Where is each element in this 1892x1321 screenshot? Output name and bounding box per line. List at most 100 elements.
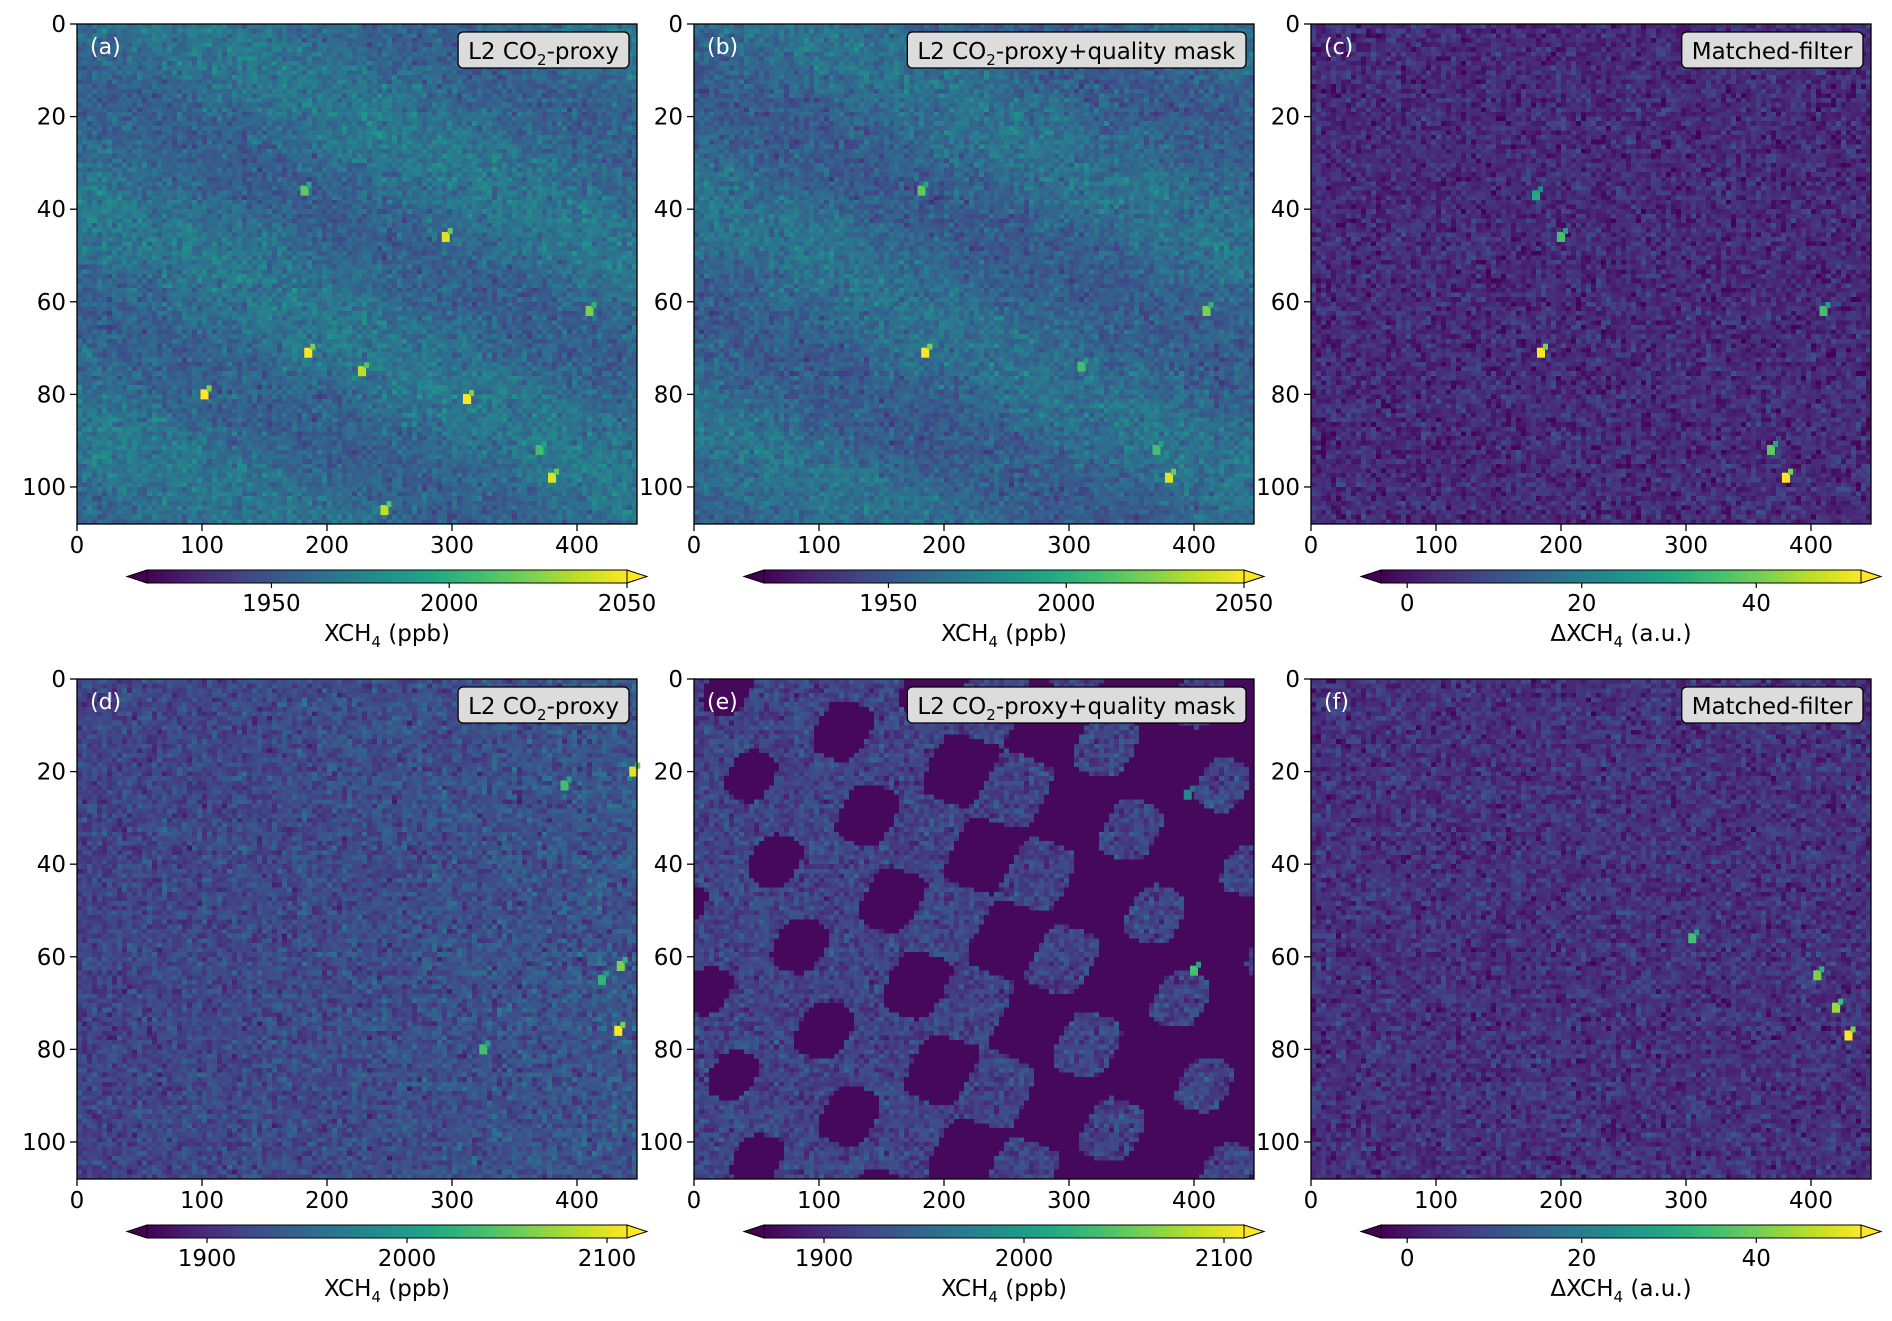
x-tick-label: 200 <box>922 1188 966 1214</box>
hotspot-mark <box>1190 965 1198 976</box>
method-label-box <box>906 31 1247 69</box>
colorbar-extend-low <box>1359 1224 1382 1239</box>
colorbar-extend-low <box>742 1224 765 1239</box>
colorbar-tick-label: 2050 <box>1215 591 1274 617</box>
y-tick-label: 80 <box>1271 1037 1300 1063</box>
colorbar-tick-label: 2000 <box>378 1246 437 1272</box>
method-label: L2 CO2-proxy+quality mask <box>917 694 1236 724</box>
panel-letter: (d) <box>90 690 121 715</box>
heatmap-image <box>1311 679 1871 1179</box>
hotspot-mark <box>566 776 572 783</box>
hotspot-mark <box>548 472 556 483</box>
method-label: L2 CO2-proxy <box>468 694 619 724</box>
colorbar <box>1380 1224 1862 1239</box>
hotspot-mark <box>358 366 366 377</box>
x-tick-label: 300 <box>1047 1188 1091 1214</box>
x-tick-label: 200 <box>1539 1188 1583 1214</box>
colorbar-tick-label: 1950 <box>859 591 918 617</box>
x-tick-label: 0 <box>687 533 702 559</box>
x-tick-label: 300 <box>430 533 474 559</box>
x-tick-label: 400 <box>555 1188 599 1214</box>
method-label: L2 CO2-proxy <box>468 39 619 69</box>
panel-letter: (a) <box>90 35 121 60</box>
method-label-box <box>1681 686 1864 724</box>
y-tick-label: 40 <box>37 197 66 223</box>
method-label-box <box>457 686 630 724</box>
y-tick-label: 60 <box>1271 290 1300 316</box>
y-tick-label: 80 <box>654 382 683 408</box>
colorbar-tick-label: 2000 <box>420 591 479 617</box>
y-tick-label: 80 <box>654 1037 683 1063</box>
hotspot-mark <box>1165 472 1173 483</box>
x-tick-label: 0 <box>1304 533 1319 559</box>
hotspot-mark <box>306 181 312 188</box>
y-tick-label: 60 <box>654 945 683 971</box>
hotspot-mark <box>200 389 209 400</box>
colorbar-tick-label: 1950 <box>242 591 301 617</box>
hotspot-mark <box>1788 468 1793 475</box>
heatmap-image <box>77 24 637 524</box>
colorbar-extend-high <box>1860 569 1883 584</box>
colorbar-tick-label: 2050 <box>598 591 657 617</box>
colorbar-extend-low <box>125 569 148 584</box>
x-tick-label: 300 <box>1664 533 1708 559</box>
axes-frame <box>693 23 1255 525</box>
axes-frame <box>76 23 638 525</box>
hotspot-mark <box>300 185 309 196</box>
hotspot-mark <box>1152 444 1161 455</box>
colorbar-extend-low <box>742 569 765 584</box>
panel-0: 0 100 200 300 400 0 20 40 60 80 100 (a) L2 CO2-proxy… <box>22 12 656 651</box>
hotspot-mark <box>1202 306 1211 317</box>
hotspot-mark <box>554 468 559 475</box>
hotspot-mark <box>541 440 547 447</box>
hotspot-mark <box>1825 302 1831 309</box>
x-tick-label: 100 <box>797 1188 841 1214</box>
y-tick-label: 100 <box>22 475 66 501</box>
y-tick-label: 20 <box>1271 105 1300 131</box>
x-tick-label: 200 <box>922 533 966 559</box>
hotspot-mark <box>560 780 569 791</box>
colorbar-extend-high <box>626 569 649 584</box>
x-tick-label: 300 <box>1664 1188 1708 1214</box>
hotspot-mark <box>1189 785 1195 792</box>
panel-3: 0 100 200 300 400 0 20 40 60 80 100 (d) L2 CO2-proxy… <box>22 667 649 1306</box>
colorbar-tick-label: 1900 <box>178 1246 237 1272</box>
hotspot-mark <box>585 306 594 317</box>
y-tick-label: 0 <box>51 12 66 38</box>
heatmap-image <box>694 679 1254 1179</box>
hotspot-mark <box>1819 306 1828 317</box>
y-tick-label: 60 <box>1271 945 1300 971</box>
y-tick-label: 60 <box>654 290 683 316</box>
colorbar-label: XCH4 (ppb) <box>324 621 450 651</box>
method-label-box <box>457 31 630 69</box>
method-label: Matched-filter <box>1692 694 1853 720</box>
x-tick-label: 100 <box>797 533 841 559</box>
y-tick-label: 100 <box>639 1130 683 1156</box>
hotspot-mark <box>598 974 606 985</box>
x-tick-label: 200 <box>305 533 349 559</box>
hotspot-mark <box>1171 468 1176 475</box>
hotspot-mark <box>1543 343 1548 350</box>
axes-frame <box>1310 23 1872 525</box>
hotspot-mark <box>1183 789 1192 800</box>
y-tick-label: 20 <box>654 760 683 786</box>
colorbar-extend-low <box>125 1224 148 1239</box>
x-tick-label: 400 <box>1789 533 1833 559</box>
hotspot-mark <box>1158 440 1164 447</box>
hotspot-mark <box>1819 966 1825 973</box>
y-tick-label: 100 <box>1256 1130 1300 1156</box>
x-tick-label: 100 <box>1414 1188 1458 1214</box>
panel-1: 0 100 200 300 400 0 20 40 60 80 100 (b) L2 CO2-proxy… <box>639 12 1273 651</box>
y-tick-label: 0 <box>668 667 683 693</box>
hotspot-mark <box>614 1025 623 1036</box>
hotspot-mark <box>917 185 926 196</box>
hotspot-mark <box>629 766 638 777</box>
y-tick-label: 100 <box>1256 475 1300 501</box>
hotspot-mark <box>1844 1030 1853 1041</box>
y-tick-label: 0 <box>1285 667 1300 693</box>
panel-letter: (b) <box>707 35 738 60</box>
y-tick-label: 40 <box>1271 197 1300 223</box>
hotspot-mark <box>927 343 933 350</box>
